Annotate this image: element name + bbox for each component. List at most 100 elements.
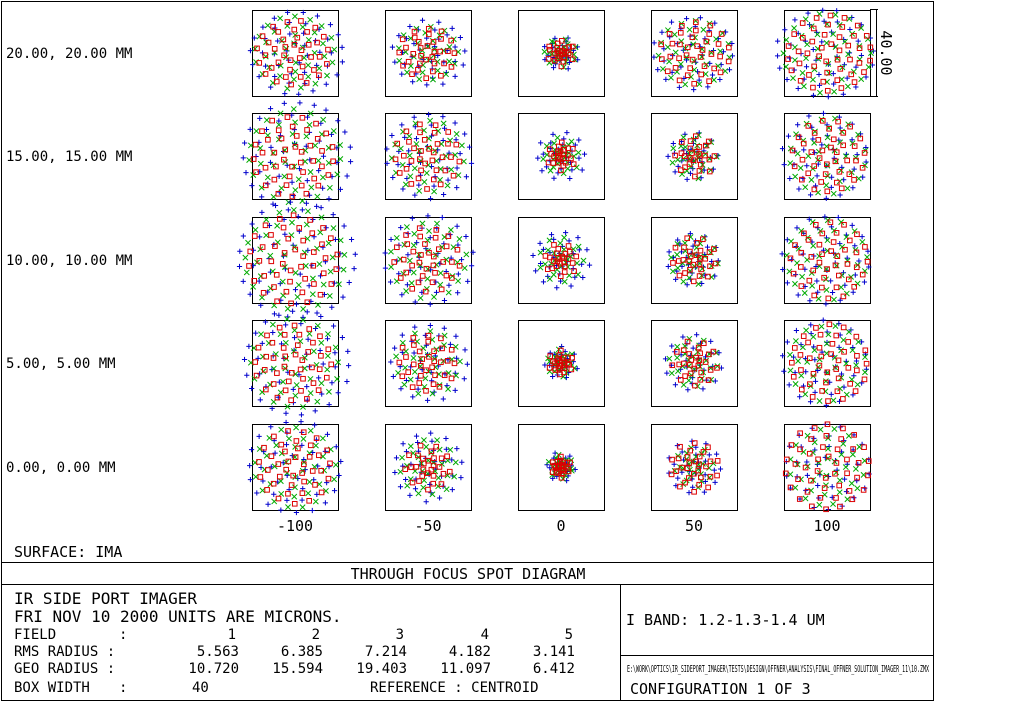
spot-point [812,447,818,453]
spot-point [830,136,837,143]
spot-point [797,430,803,437]
spot-point [573,164,580,171]
spot-point [410,79,416,85]
spot-point [403,165,410,172]
spot-point [270,193,277,200]
spot-point [684,72,691,79]
spot-point [314,491,320,498]
spot-cell-field-1-focus-2 [385,10,472,97]
spot-point [845,365,852,371]
spot-point [810,46,816,53]
spot-point [686,161,693,167]
spot-point [429,157,436,164]
spot-point [299,289,306,296]
spot-point [808,322,814,328]
spot-point [816,53,822,60]
spot-point [832,158,839,165]
spot-point [802,495,809,502]
spot-point [280,378,287,385]
spot-point [276,473,283,480]
spot-point [298,47,305,54]
spot-point [430,76,436,83]
spot-cell-field-4-focus-3 [518,320,605,407]
geo-radius-3: 19.403 [356,661,407,677]
spot-point [430,176,437,183]
spot-point [295,176,302,183]
spot-point [805,339,811,346]
spot-point [282,339,289,346]
spot-point [804,50,811,57]
spot-point [412,192,418,198]
spot-point [816,501,823,508]
spot-point [809,394,816,400]
spot-point [332,344,339,351]
spot-point [399,373,406,380]
spot-point [431,253,437,260]
spot-point [253,169,259,175]
spot-point [410,355,417,361]
spot-point [862,347,869,354]
spot-point [275,38,281,44]
spot-point [415,67,421,73]
spot-point [305,42,312,48]
spot-point [391,259,397,265]
spot-point [403,232,409,238]
spot-point [547,46,553,53]
spot-point [824,421,831,428]
spot-point [561,54,568,61]
spot-point [859,238,866,245]
spot-point [432,364,439,371]
spot-point [707,22,714,29]
date-line: FRI NOV 10 2000 UNITS ARE MICRONS. [14,607,342,626]
spot-point [790,75,796,82]
spot-point [403,44,409,51]
spot-point [449,487,455,493]
spot-point [299,63,306,70]
spot-point [789,257,795,263]
spot-point [682,164,688,171]
spot-point [307,16,314,23]
spot-point [291,76,297,83]
spot-point [294,34,301,41]
spot-box [651,320,738,407]
spot-point [838,451,845,458]
spot-point [278,507,284,513]
spot-point [242,254,249,261]
spot-point [318,205,324,211]
spot-point [836,489,843,496]
spot-point [819,284,825,291]
spot-point [423,499,429,505]
spot-point [815,148,822,155]
spot-point [432,43,438,50]
spot-point [332,350,338,356]
spot-point [811,344,817,350]
spot-point [453,141,460,148]
spot-point [392,156,399,163]
spot-point [844,75,850,81]
spot-point [817,89,823,96]
spot-point [302,69,308,75]
spot-box [385,320,472,407]
spot-point [445,48,451,55]
spot-point [545,266,551,273]
spot-point [407,173,414,180]
spot-point [294,294,301,300]
spot-point [427,481,433,488]
spot-point [853,333,860,340]
spot-point [787,351,793,358]
spot-point [304,127,310,133]
spot-point [291,41,298,48]
spot-point [441,297,448,304]
spot-point [817,426,824,433]
spot-point [833,460,840,466]
spot-point [666,249,672,255]
spot-point [673,276,679,283]
spot-point [287,31,293,37]
spot-point [815,456,821,463]
spot-point [812,378,819,384]
spot-point [286,435,292,442]
spot-point [686,26,693,33]
spot-point [314,39,320,46]
spot-point [304,383,310,390]
spot-point [691,488,697,495]
